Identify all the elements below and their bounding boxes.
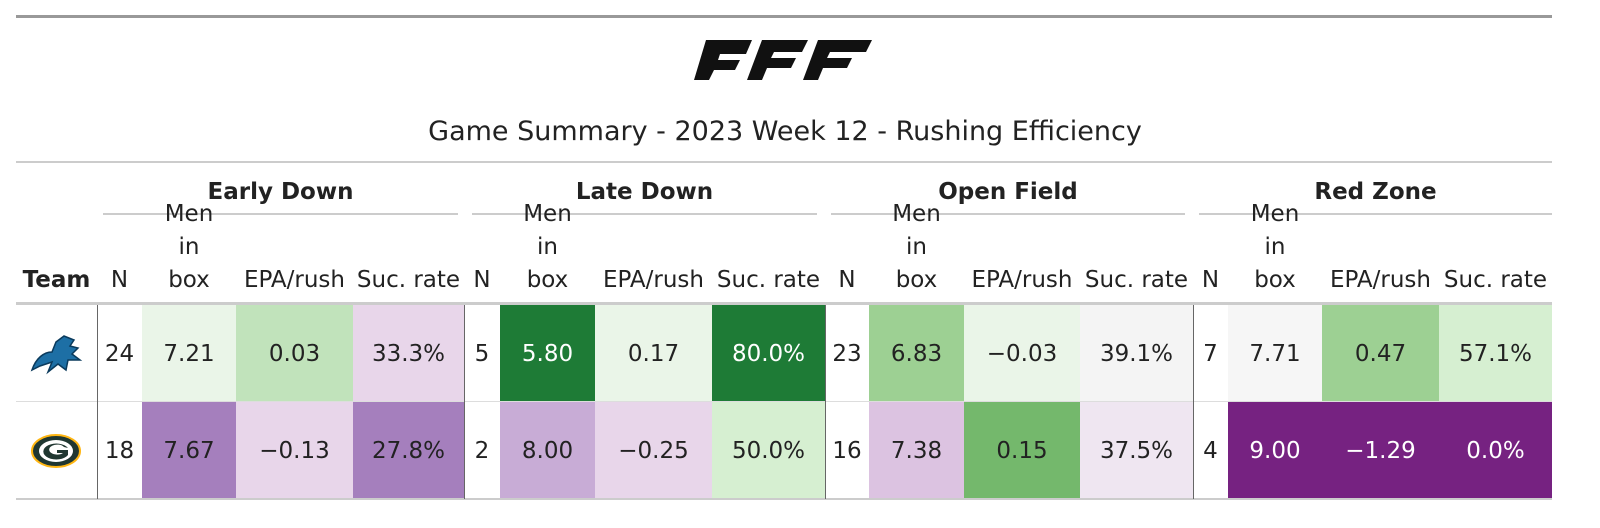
table-cell: −0.25 bbox=[595, 402, 712, 499]
packers-logo bbox=[31, 434, 81, 468]
column-header: Men in box bbox=[892, 201, 941, 293]
table-cell: 80.0% bbox=[712, 305, 825, 402]
group-divider bbox=[825, 305, 826, 499]
group-header: Open Field bbox=[938, 179, 1078, 205]
table-cell: 0.15 bbox=[964, 402, 1080, 499]
column-header: Men in box bbox=[164, 201, 214, 293]
column-header: N bbox=[473, 267, 491, 293]
bottom-rule bbox=[16, 498, 1552, 500]
group-header: Red Zone bbox=[1314, 179, 1437, 205]
table-cell: 4 bbox=[1193, 402, 1228, 499]
column-header: Men in box bbox=[1250, 201, 1300, 293]
group-divider bbox=[464, 305, 465, 499]
group-divider bbox=[1193, 305, 1194, 499]
group-rule bbox=[103, 213, 458, 215]
column-header: Suc. rate bbox=[356, 267, 461, 293]
group-rule bbox=[472, 213, 817, 215]
column-header: Team bbox=[22, 267, 91, 293]
table-cell: 5.80 bbox=[500, 305, 595, 402]
table-cell: 8.00 bbox=[500, 402, 595, 499]
group-rule bbox=[831, 213, 1185, 215]
table-cell: 16 bbox=[825, 402, 869, 499]
column-header: EPA/rush bbox=[602, 267, 704, 293]
table-cell: 0.03 bbox=[236, 305, 353, 402]
table-cell: 50.0% bbox=[712, 402, 825, 499]
column-header: N bbox=[110, 267, 129, 293]
table-cell: 2 bbox=[464, 402, 500, 499]
table-cell: 5 bbox=[464, 305, 500, 402]
lions-logo bbox=[30, 335, 83, 375]
table-cell: 7.21 bbox=[142, 305, 236, 402]
title: Game Summary - 2023 Week 12 - Rushing Ef… bbox=[428, 116, 1142, 147]
table-cell: −0.03 bbox=[964, 305, 1080, 402]
title-rule bbox=[16, 161, 1552, 163]
table-cell: 6.83 bbox=[869, 305, 964, 402]
top-rule bbox=[16, 15, 1552, 18]
table-cell: 57.1% bbox=[1439, 305, 1552, 402]
table-cell: 24 bbox=[97, 305, 142, 402]
column-header: N bbox=[1201, 267, 1220, 293]
table-cell: 7.71 bbox=[1228, 305, 1322, 402]
column-header: Suc. rate bbox=[716, 267, 821, 293]
table-cell: 23 bbox=[825, 305, 869, 402]
table-cell: 27.8% bbox=[353, 402, 464, 499]
group-header: Early Down bbox=[207, 179, 354, 205]
team-logo bbox=[26, 427, 86, 475]
pff-logo bbox=[694, 40, 872, 80]
team-logo bbox=[26, 330, 86, 378]
table-cell: 18 bbox=[97, 402, 142, 499]
table-cell: −1.29 bbox=[1322, 402, 1439, 499]
column-header: EPA/rush bbox=[243, 267, 345, 293]
row-rule bbox=[16, 401, 1552, 402]
table-cell: 0.0% bbox=[1439, 402, 1552, 499]
column-header: EPA/rush bbox=[1329, 267, 1431, 293]
table-cell: 0.47 bbox=[1322, 305, 1439, 402]
group-header: Late Down bbox=[575, 179, 714, 205]
column-header: EPA/rush bbox=[971, 267, 1073, 293]
group-rule bbox=[1199, 213, 1552, 215]
table-cell: 0.17 bbox=[595, 305, 712, 402]
table-cell: 7.38 bbox=[869, 402, 964, 499]
table-cell: 7.67 bbox=[142, 402, 236, 499]
table-cell: −0.13 bbox=[236, 402, 353, 499]
column-header: N bbox=[838, 267, 856, 293]
column-header: Men in box bbox=[523, 201, 572, 293]
column-header: Suc. rate bbox=[1084, 267, 1189, 293]
table-cell: 33.3% bbox=[353, 305, 464, 402]
table-cell: 37.5% bbox=[1080, 402, 1193, 499]
table-cell: 9.00 bbox=[1228, 402, 1322, 499]
group-divider bbox=[97, 305, 98, 499]
column-header: Suc. rate bbox=[1443, 267, 1548, 293]
table-cell: 39.1% bbox=[1080, 305, 1193, 402]
table-cell: 7 bbox=[1193, 305, 1228, 402]
header-rule bbox=[16, 302, 1552, 305]
